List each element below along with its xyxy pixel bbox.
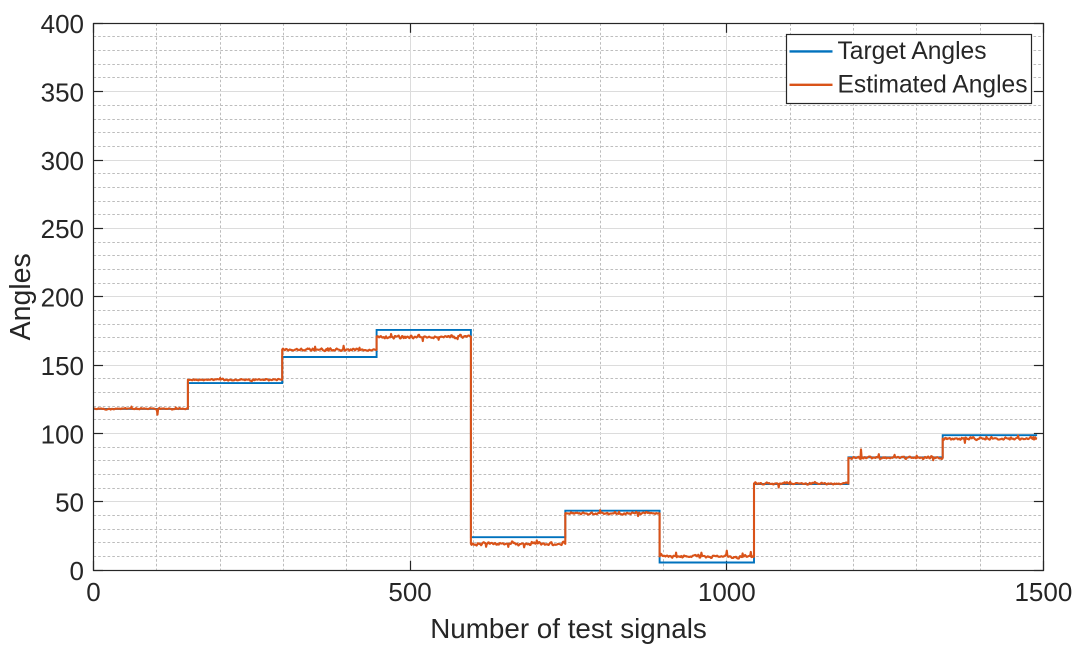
- svg-text:1500: 1500: [1014, 577, 1072, 607]
- svg-text:Number of test signals: Number of test signals: [430, 613, 707, 644]
- svg-text:500: 500: [388, 577, 431, 607]
- svg-text:200: 200: [41, 283, 84, 313]
- svg-text:400: 400: [41, 9, 84, 39]
- svg-text:Estimated Angles: Estimated Angles: [838, 71, 1028, 98]
- svg-text:300: 300: [41, 146, 84, 176]
- svg-text:0: 0: [70, 556, 84, 586]
- svg-text:100: 100: [41, 419, 84, 449]
- svg-text:Target Angles: Target Angles: [838, 38, 987, 65]
- svg-text:50: 50: [55, 488, 84, 518]
- svg-text:350: 350: [41, 78, 84, 108]
- svg-text:150: 150: [41, 351, 84, 381]
- svg-text:0: 0: [86, 577, 100, 607]
- svg-text:250: 250: [41, 214, 84, 244]
- svg-text:1000: 1000: [698, 577, 756, 607]
- svg-text:Angles: Angles: [5, 253, 37, 340]
